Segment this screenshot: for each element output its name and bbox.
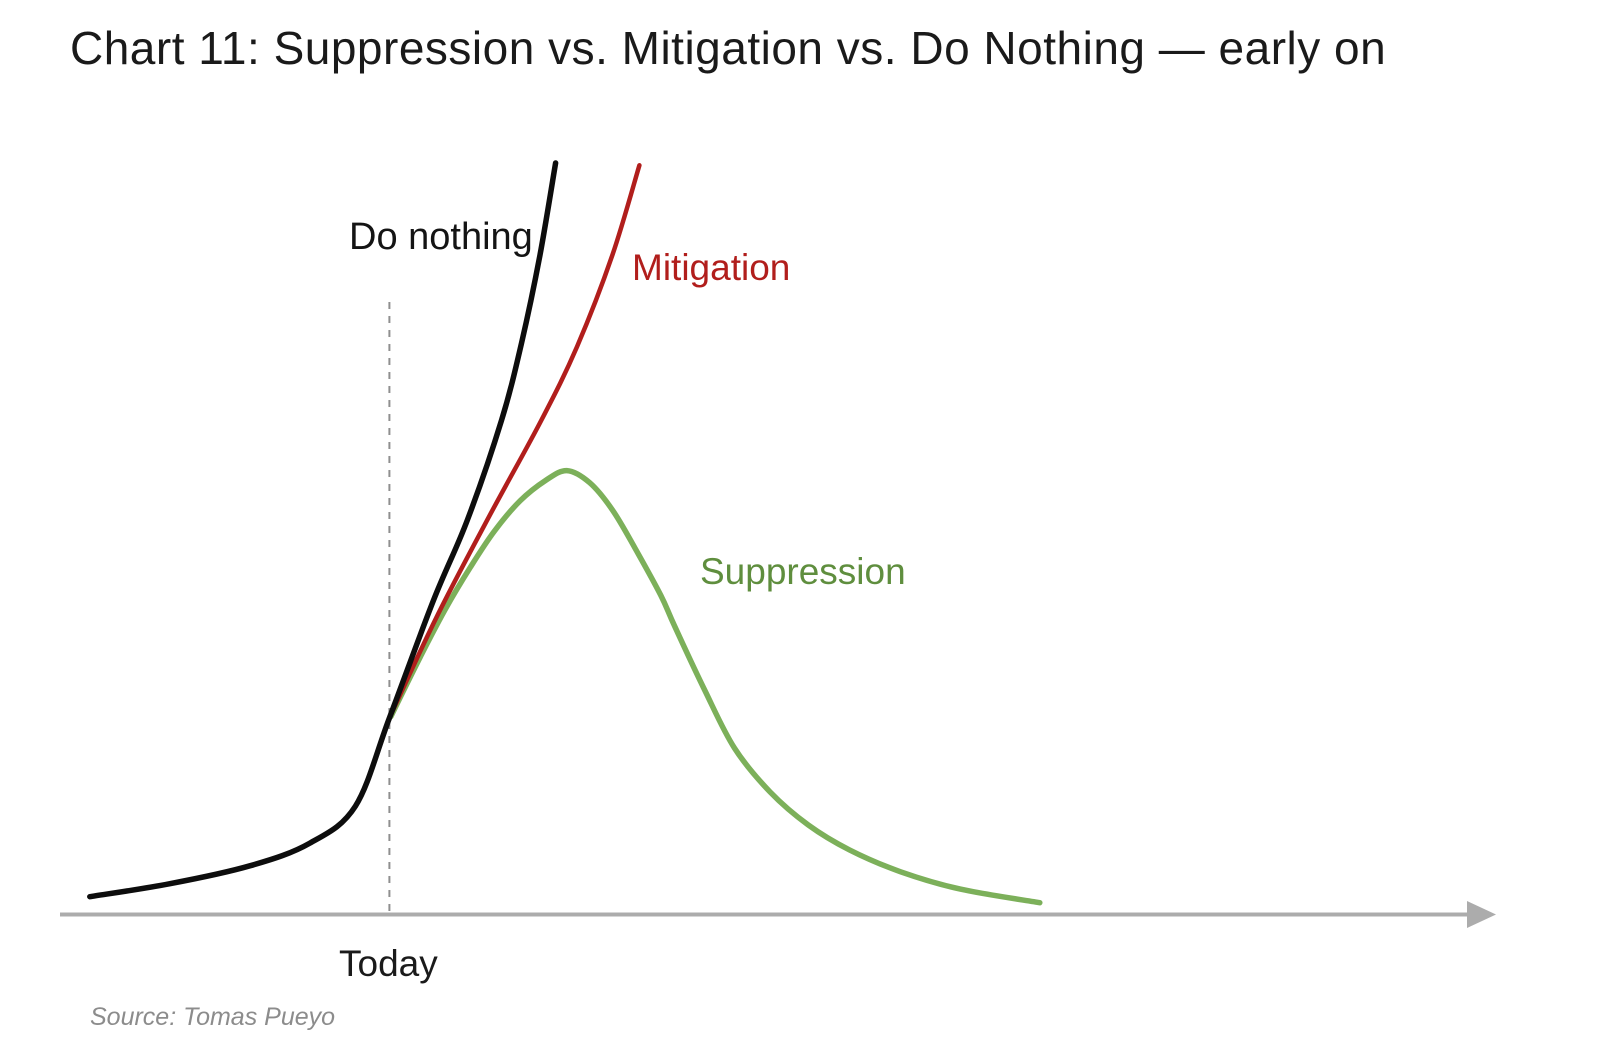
suppression-curve: [388, 467, 1043, 906]
chart-title: Chart 11: Suppression vs. Mitigation vs.…: [70, 22, 1387, 74]
suppression-series-label: Suppression: [700, 551, 906, 592]
today-axis-annotation: Today: [339, 943, 438, 984]
x-axis-arrowhead: [1467, 901, 1496, 928]
mitigation-series-label: Mitigation: [632, 247, 791, 288]
mitigation-curve: [387, 163, 642, 721]
source-attribution: Source: Tomas Pueyo: [90, 1003, 336, 1031]
do-nothing-curve: [87, 160, 559, 900]
do-nothing-series-label: Do nothing: [349, 216, 533, 258]
